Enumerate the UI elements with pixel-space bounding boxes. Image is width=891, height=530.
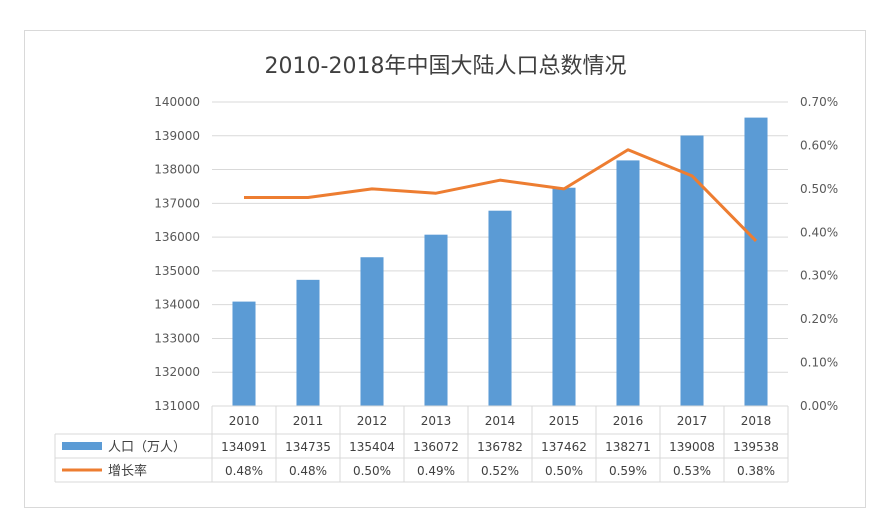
bar (680, 135, 704, 406)
legend-label: 人口（万人） (108, 440, 186, 455)
y-tick-label-left: 139000 (154, 129, 200, 143)
x-category-label: 2010 (229, 414, 260, 428)
y-tick-label-left: 136000 (154, 230, 200, 244)
bar (360, 257, 384, 406)
table-cell: 138271 (605, 440, 651, 454)
x-category-label: 2015 (549, 414, 580, 428)
y-tick-label-left: 133000 (154, 331, 200, 345)
table-cell: 136072 (413, 440, 459, 454)
y-tick-label-right: 0.70% (800, 95, 838, 109)
y-tick-label-right: 0.10% (800, 356, 838, 370)
table-cell: 0.59% (609, 464, 647, 478)
bar (424, 234, 448, 406)
table-cell: 0.53% (673, 464, 711, 478)
bar (744, 117, 768, 406)
y-tick-label-left: 138000 (154, 163, 200, 177)
table-cell: 135404 (349, 440, 395, 454)
bar (616, 160, 640, 406)
y-tick-label-left: 140000 (154, 95, 200, 109)
y-tick-label-right: 0.40% (800, 225, 838, 239)
y-tick-label-right: 0.60% (800, 138, 838, 152)
table-cell: 0.38% (737, 464, 775, 478)
x-category-label: 2011 (293, 414, 324, 428)
table-cell: 0.50% (545, 464, 583, 478)
x-category-label: 2013 (421, 414, 452, 428)
x-category-label: 2016 (613, 414, 644, 428)
table-cell: 136782 (477, 440, 523, 454)
table-cell: 0.52% (481, 464, 519, 478)
x-category-label: 2012 (357, 414, 388, 428)
table-cell: 137462 (541, 440, 587, 454)
y-tick-label-right: 0.30% (800, 269, 838, 283)
y-tick-label-left: 135000 (154, 264, 200, 278)
table-cell: 134091 (221, 440, 267, 454)
table-cell: 139008 (669, 440, 715, 454)
y-tick-label-left: 132000 (154, 365, 200, 379)
x-category-label: 2018 (741, 414, 772, 428)
y-tick-label-left: 134000 (154, 298, 200, 312)
table-cell: 134735 (285, 440, 331, 454)
legend-bar-key (62, 442, 102, 450)
chart-title: 2010-2018年中国大陆人口总数情况 (264, 54, 627, 79)
table-cell: 0.49% (417, 464, 455, 478)
y-tick-label-left: 131000 (154, 399, 200, 413)
x-category-label: 2014 (485, 414, 516, 428)
legend-label: 增长率 (108, 463, 147, 479)
bar (232, 301, 256, 406)
y-tick-label-right: 0.00% (800, 399, 838, 413)
y-tick-label-right: 0.50% (800, 182, 838, 196)
bar (296, 279, 320, 406)
table-cell: 0.48% (225, 464, 263, 478)
y-tick-label-right: 0.20% (800, 312, 838, 326)
y-tick-label-left: 137000 (154, 196, 200, 210)
table-cell: 0.50% (353, 464, 391, 478)
bar (552, 187, 576, 406)
table-cell: 0.48% (289, 464, 327, 478)
x-category-label: 2017 (677, 414, 708, 428)
table-cell: 139538 (733, 440, 779, 454)
bar (488, 210, 512, 406)
